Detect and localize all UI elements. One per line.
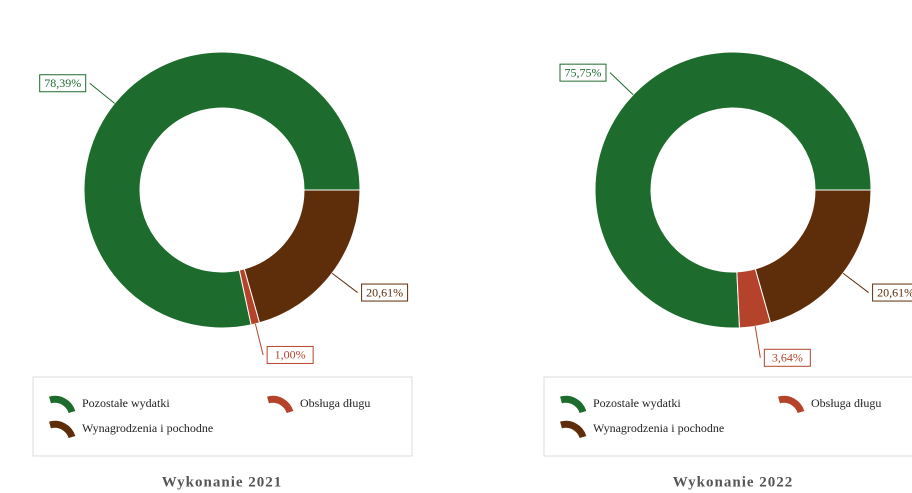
data-label: 20,61% xyxy=(877,285,912,299)
legend-label: Pozostałe wydatki xyxy=(82,396,170,410)
legend-box xyxy=(32,376,413,457)
leader-line xyxy=(754,326,761,358)
label-box xyxy=(872,283,912,302)
leader-line xyxy=(254,323,264,356)
data-label: 75,75% xyxy=(564,65,601,79)
data-label: 78,39% xyxy=(44,76,81,90)
leader-line xyxy=(609,72,634,96)
label-box xyxy=(763,348,811,367)
legend-icon xyxy=(560,420,587,439)
label-box xyxy=(361,283,409,302)
leader-line xyxy=(842,272,869,293)
label-box xyxy=(559,63,607,82)
leader-line xyxy=(331,272,358,293)
legend-label: Obsługa długu xyxy=(300,396,370,410)
legend-label: Pozostałe wydatki xyxy=(593,396,681,410)
data-label: 20,61% xyxy=(366,285,403,299)
chart-title: Wykonanie 2022 xyxy=(673,474,794,490)
slice xyxy=(594,51,872,329)
chart: 78,39% 1,00% 20,61% Pozostałe wydatki Obsług… xyxy=(32,51,413,490)
leader-line xyxy=(89,82,115,104)
legend-icon xyxy=(560,395,587,414)
slice xyxy=(243,189,361,324)
slice xyxy=(754,189,872,324)
data-label: 3,64% xyxy=(772,351,803,365)
legend-label: Wynagrodzenia i pochodne xyxy=(82,421,213,435)
chart: 75,75% 3,64% 20,61% Pozostałe wydatki Obsług… xyxy=(543,51,912,490)
legend-icon xyxy=(49,395,76,414)
legend-label: Obsługa długu xyxy=(811,396,881,410)
label-box xyxy=(266,345,314,364)
chart-title: Wykonanie 2021 xyxy=(162,474,283,490)
legend-icon xyxy=(49,420,76,439)
slice xyxy=(83,51,361,329)
label-box xyxy=(39,74,87,93)
legend-label: Wynagrodzenia i pochodne xyxy=(593,421,724,435)
legend-icon xyxy=(778,395,805,414)
legend-icon xyxy=(267,395,294,414)
legend-box xyxy=(543,376,912,457)
data-label: 1,00% xyxy=(275,348,306,362)
